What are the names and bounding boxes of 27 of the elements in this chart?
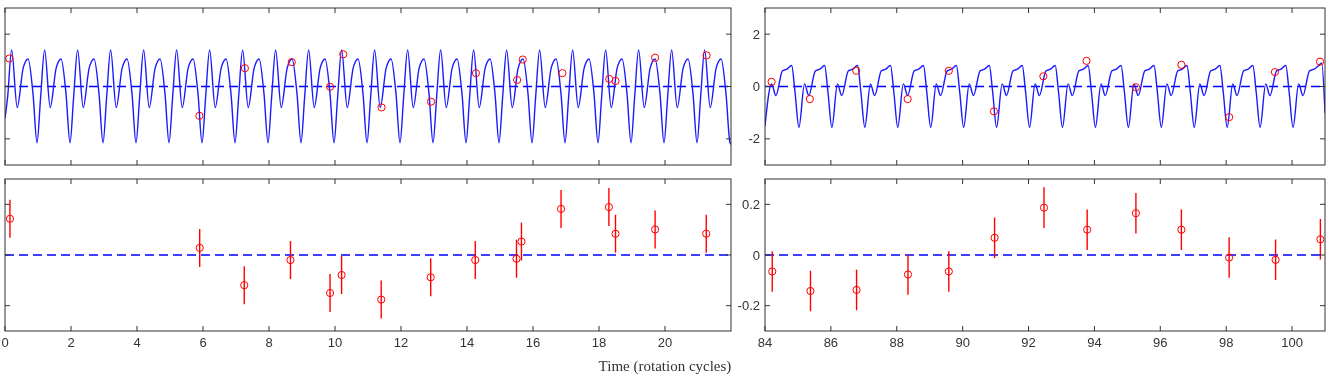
- x-tick-label: 88: [889, 335, 904, 350]
- x-tick-label: 84: [757, 335, 773, 350]
- x-tick-label: 16: [525, 335, 541, 350]
- x-tick-label: 12: [393, 335, 409, 350]
- x-tick-label: 18: [591, 335, 607, 350]
- x-tick-label: 96: [1153, 335, 1168, 350]
- x-tick-label: 0: [1, 335, 9, 350]
- x-tick-label: 92: [1021, 335, 1036, 350]
- y-tick-label: 0.2: [741, 196, 760, 212]
- x-tick-label: 14: [459, 335, 475, 350]
- x-tick-label: 6: [199, 335, 207, 350]
- y-tick-label: 2: [752, 26, 760, 42]
- x-tick-label: 98: [1218, 335, 1234, 350]
- y-tick-label: 0: [752, 247, 760, 263]
- y-tick-label: -2: [748, 131, 760, 147]
- x-tick-label: 90: [955, 335, 970, 350]
- x-tick-label: 100: [1281, 335, 1303, 350]
- x-axis-title: Time (rotation cycles): [598, 358, 732, 375]
- x-tick-label: 10: [327, 335, 343, 350]
- x-tick-label: 2: [67, 335, 75, 350]
- y-tick-label: -0.2: [737, 298, 760, 314]
- x-tick-label: 8: [265, 335, 273, 350]
- y-tick-label: 0: [752, 79, 760, 94]
- x-tick-label: 4: [133, 335, 141, 350]
- x-tick-label: 20: [657, 335, 673, 350]
- x-tick-label: 86: [823, 335, 839, 350]
- x-tick-label: 94: [1087, 335, 1102, 350]
